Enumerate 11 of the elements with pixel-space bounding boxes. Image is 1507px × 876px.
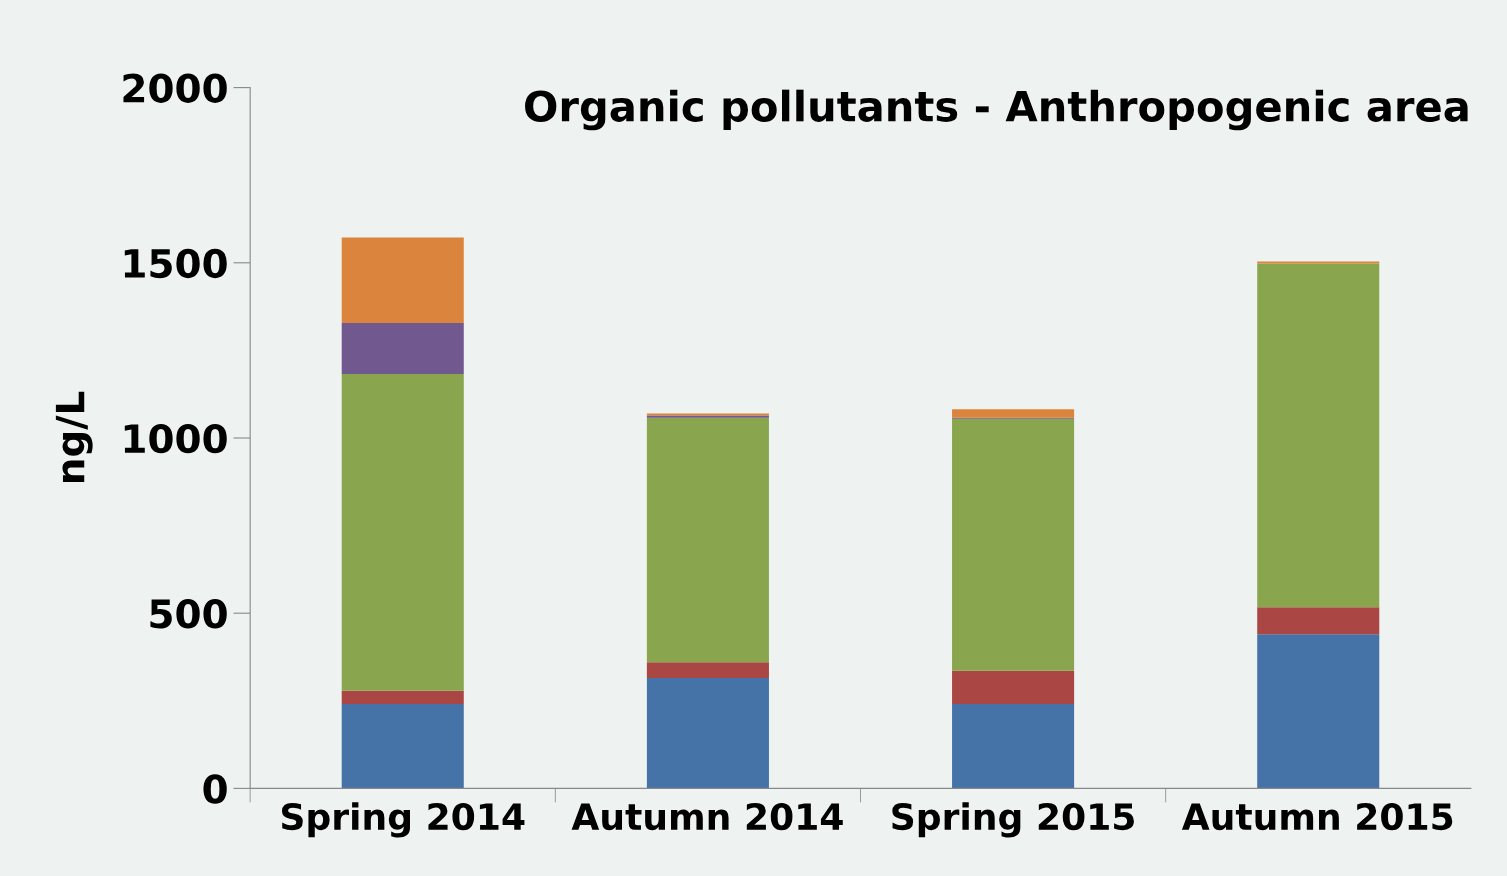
y-tick-label: 2000 (123, 73, 227, 103)
x-tick-label: Spring 2015 (892, 802, 1134, 838)
y-tick-label: 0 (203, 774, 227, 804)
x-tick-label: Autumn 2015 (1181, 802, 1453, 831)
x-tick-label: Spring 2014 (282, 802, 525, 838)
y-tick-label: 1500 (124, 248, 227, 279)
y-tick-label: 1000 (124, 423, 227, 454)
y-axis-title: ng/L (55, 391, 93, 482)
y-tick-label: 500 (150, 599, 227, 629)
x-tick-label: Autumn 2014 (571, 802, 843, 831)
chart-title: Organic pollutants - Anthropogenic area (525, 89, 1468, 131)
